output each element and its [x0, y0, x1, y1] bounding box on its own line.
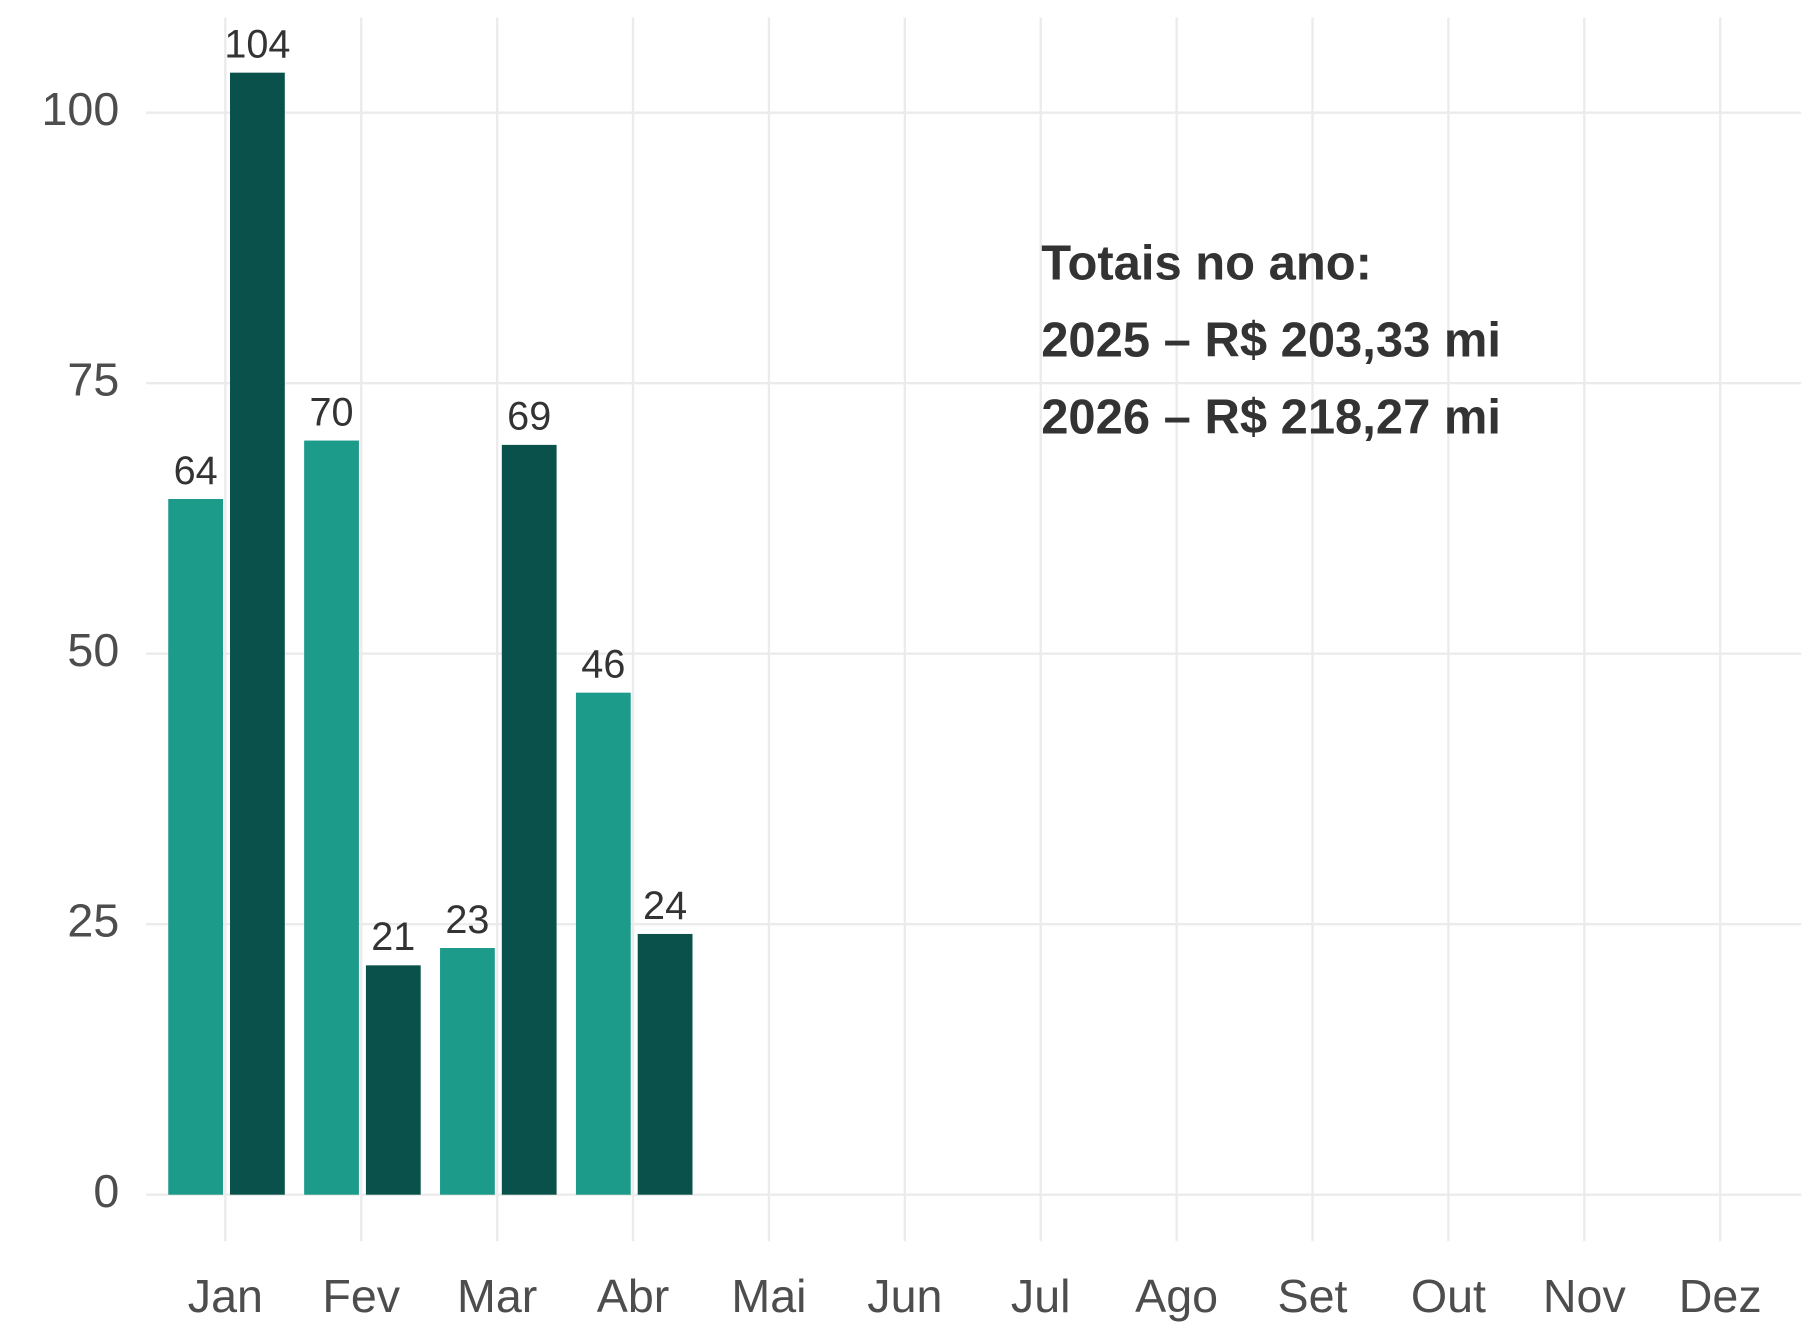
x-tick-label: Abr: [597, 1270, 670, 1322]
annotation: Totais no ano:: [1041, 237, 1372, 291]
data-label: 21: [371, 915, 415, 959]
bar: [637, 933, 693, 1195]
y-tick-label: 50: [67, 624, 119, 676]
x-tick-label: Jun: [867, 1270, 942, 1322]
x-tick-label: Jul: [1011, 1270, 1071, 1322]
x-tick-label: Mai: [731, 1270, 806, 1322]
data-label: 64: [174, 449, 218, 493]
data-label: 46: [581, 642, 625, 686]
x-tick-label: Set: [1278, 1270, 1348, 1322]
annotation: 2025 – R$ 203,33 mi: [1041, 314, 1501, 368]
bar: [230, 72, 285, 1195]
data-label: 104: [224, 22, 290, 66]
bar: [304, 440, 359, 1195]
data-label: 70: [310, 390, 354, 434]
x-tick-label: Fev: [322, 1270, 400, 1322]
x-tick-label: Ago: [1135, 1270, 1218, 1322]
bar: [440, 948, 495, 1195]
x-tick-label: Nov: [1543, 1270, 1627, 1322]
annotation: 2026 – R$ 218,27 mi: [1041, 391, 1501, 445]
x-tick-label: Jan: [188, 1270, 263, 1322]
bar: [575, 692, 631, 1195]
data-label: 24: [643, 884, 687, 928]
y-tick-label: 75: [67, 354, 119, 406]
data-label: 69: [507, 395, 551, 439]
y-tick-label: 100: [42, 83, 120, 135]
x-tick-label: Mar: [457, 1270, 537, 1322]
data-label: 23: [445, 898, 489, 942]
x-tick-label: Out: [1411, 1270, 1486, 1322]
y-tick-label: 0: [93, 1165, 119, 1217]
y-tick-label: 25: [67, 895, 119, 947]
bar: [168, 498, 224, 1195]
x-tick-label: Dez: [1679, 1270, 1762, 1322]
bar: [365, 965, 421, 1195]
bar: [501, 444, 557, 1195]
